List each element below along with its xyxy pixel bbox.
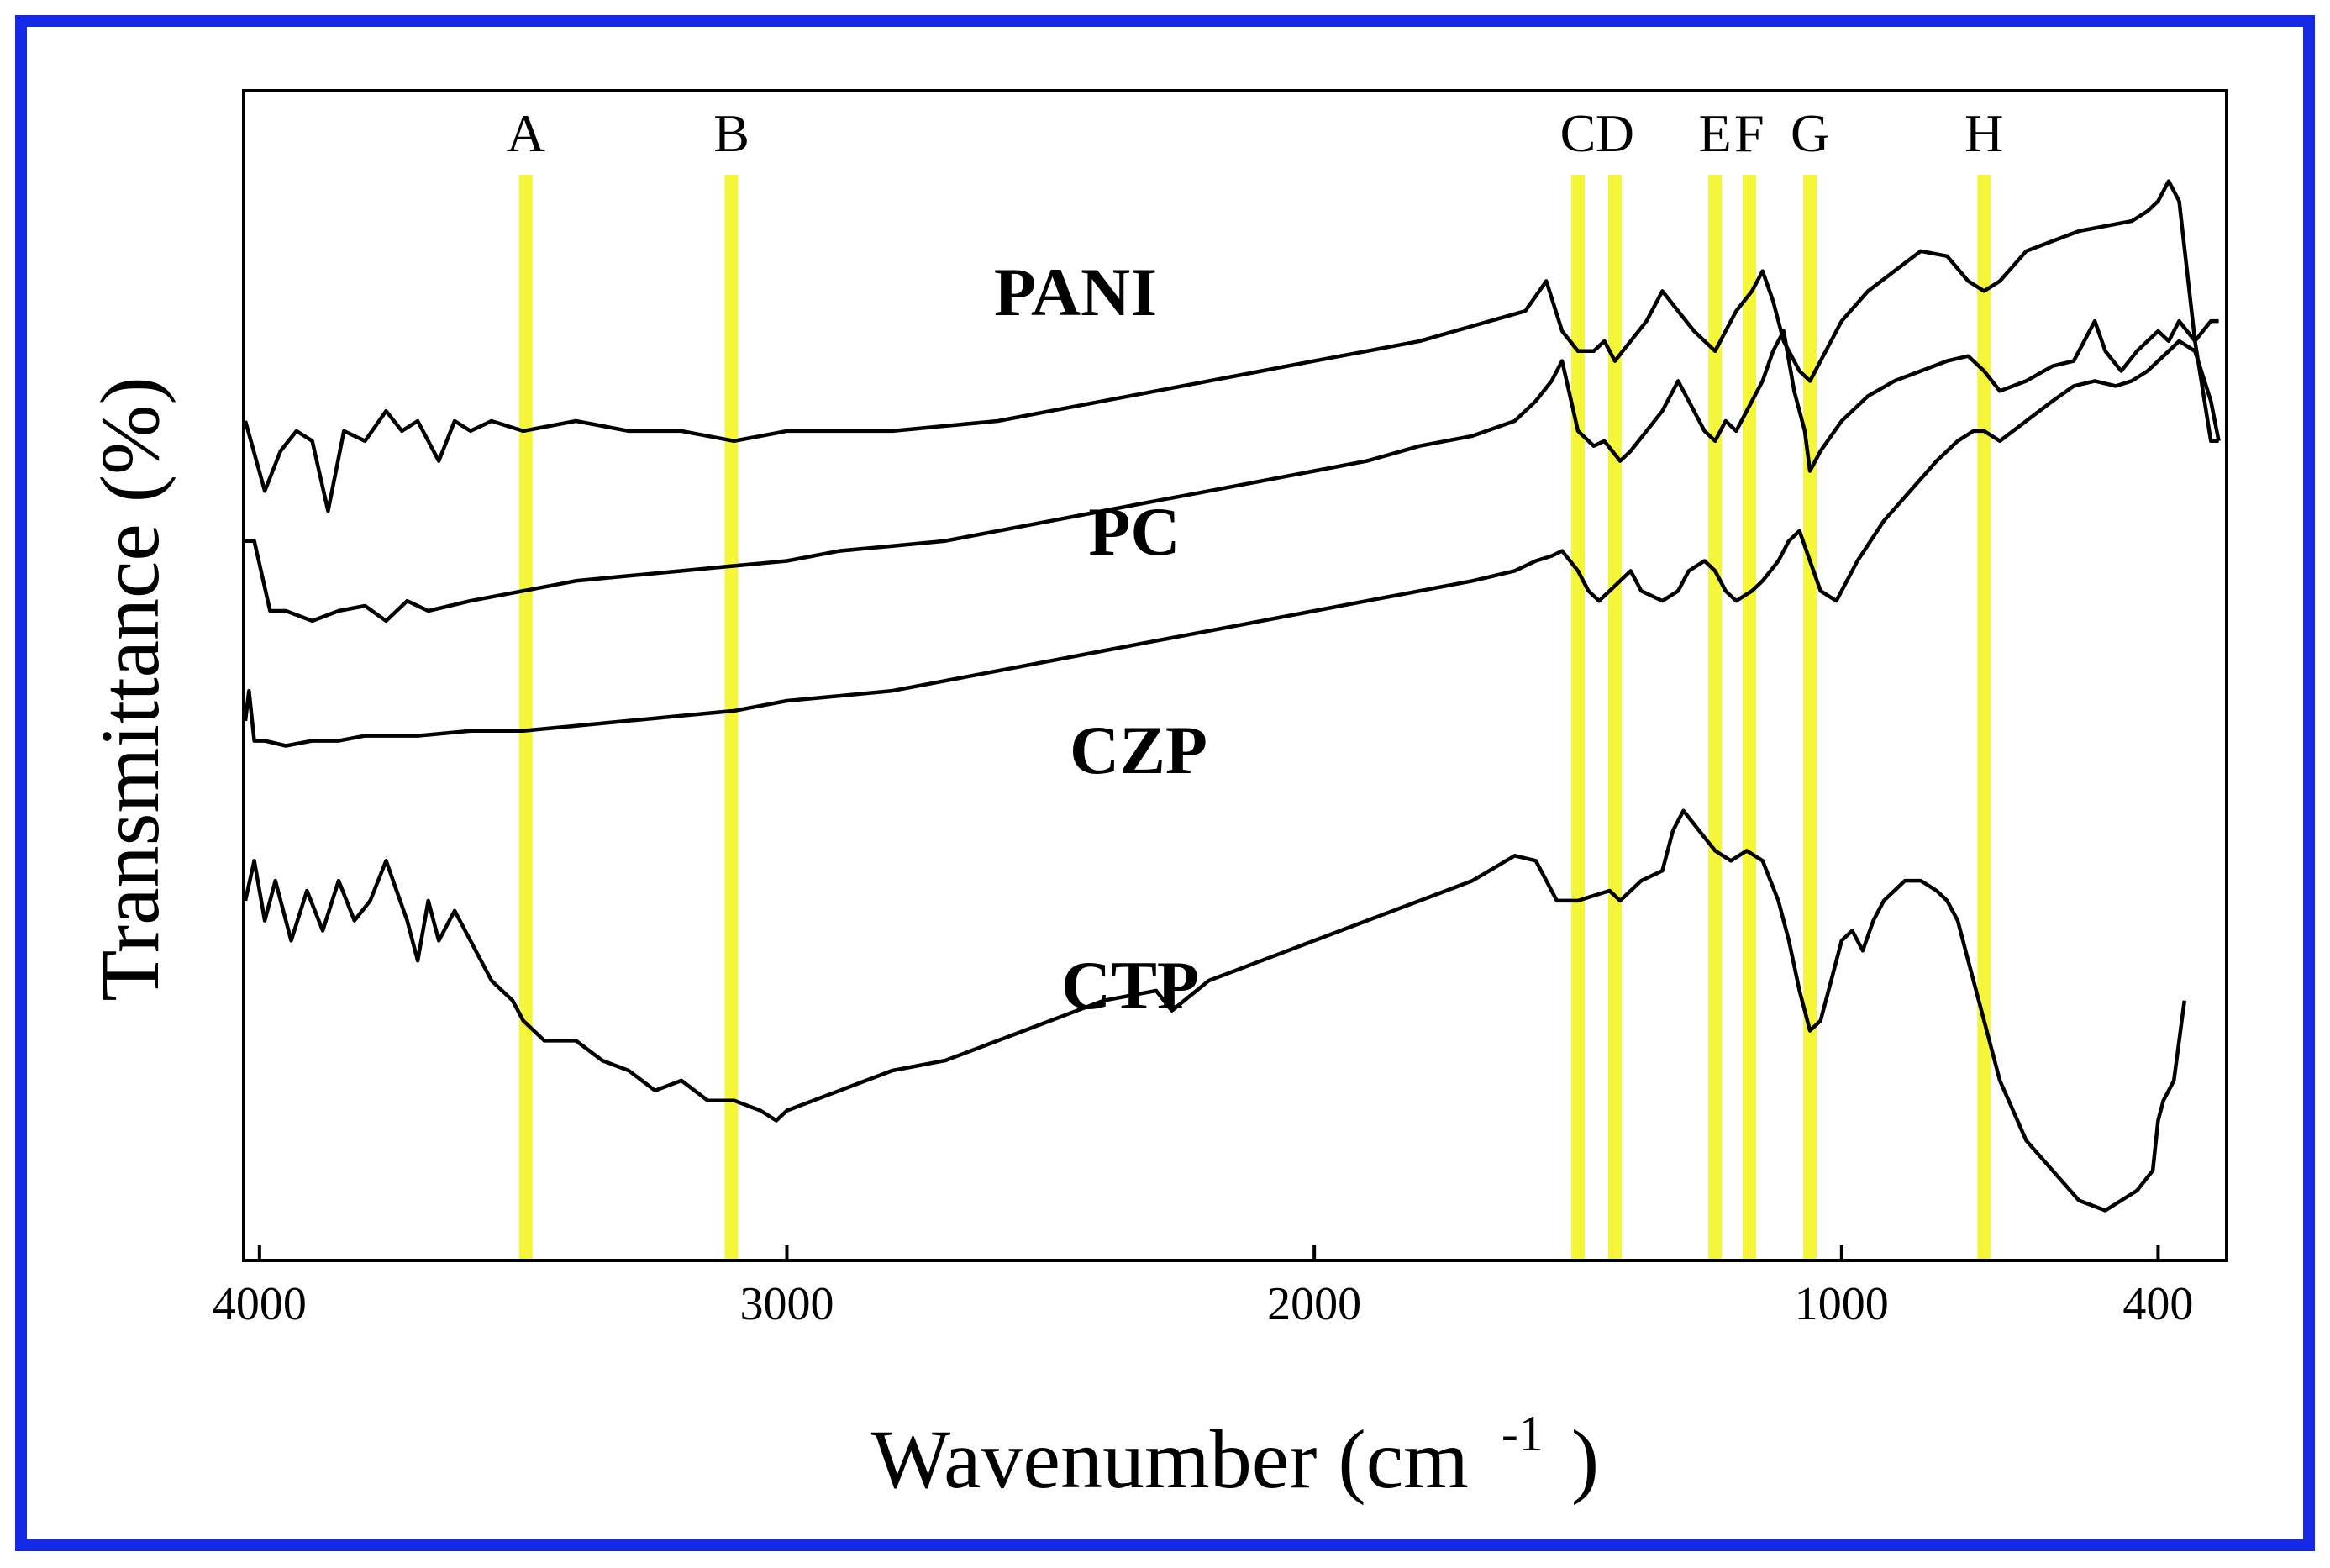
x-axis-ticks: 4000 3000 2000 1000 400 xyxy=(213,1245,2193,1330)
band-label-b: B xyxy=(713,103,749,163)
x-tick-label-3000: 3000 xyxy=(739,1278,834,1330)
series-layer xyxy=(243,179,2221,1213)
series-line-ctp xyxy=(243,808,2187,1213)
band-label-g: G xyxy=(1791,103,1829,163)
band-e xyxy=(1708,175,1723,1260)
series-label-czp: CZP xyxy=(1070,712,1207,788)
x-tick-label-4000: 4000 xyxy=(213,1278,307,1330)
band-label-f: F xyxy=(1734,103,1765,163)
series-label-pani: PANI xyxy=(994,254,1157,330)
x-tick-label-1000: 1000 xyxy=(1795,1278,1889,1330)
series-line-pani xyxy=(243,179,2219,513)
x-axis-title: Wavenumber (cm -1 ) xyxy=(871,1376,1599,1506)
band-a xyxy=(518,175,533,1260)
band-label-e: E xyxy=(1699,103,1732,163)
band-label-d: D xyxy=(1596,103,1634,163)
series-label-pc: PC xyxy=(1088,493,1180,570)
band-label-a: A xyxy=(507,103,545,163)
band-c xyxy=(1570,175,1585,1260)
band-f xyxy=(1742,175,1756,1260)
x-axis-title-superscript: -1 xyxy=(1502,1406,1544,1461)
band-d xyxy=(1607,175,1622,1260)
band-label-h: H xyxy=(1964,103,2003,163)
series-line-pc xyxy=(245,318,2219,624)
x-axis-title-main: Wavenumber (cm xyxy=(871,1413,1469,1506)
band-b xyxy=(724,175,739,1260)
band-g xyxy=(1803,175,1817,1260)
x-tick-label-400: 400 xyxy=(2122,1278,2193,1330)
band-h xyxy=(1977,175,1991,1260)
series-line-czp xyxy=(243,339,2221,748)
figure-frame xyxy=(15,15,2315,1551)
band-label-c: C xyxy=(1560,103,1596,163)
plot-area xyxy=(242,89,2228,1262)
y-axis-title: Transmittance (%) xyxy=(83,376,176,1001)
series-label-ctp: CTP xyxy=(1061,947,1199,1023)
x-axis-title-close: ) xyxy=(1571,1413,1599,1506)
x-tick-label-2000: 2000 xyxy=(1267,1278,1361,1330)
